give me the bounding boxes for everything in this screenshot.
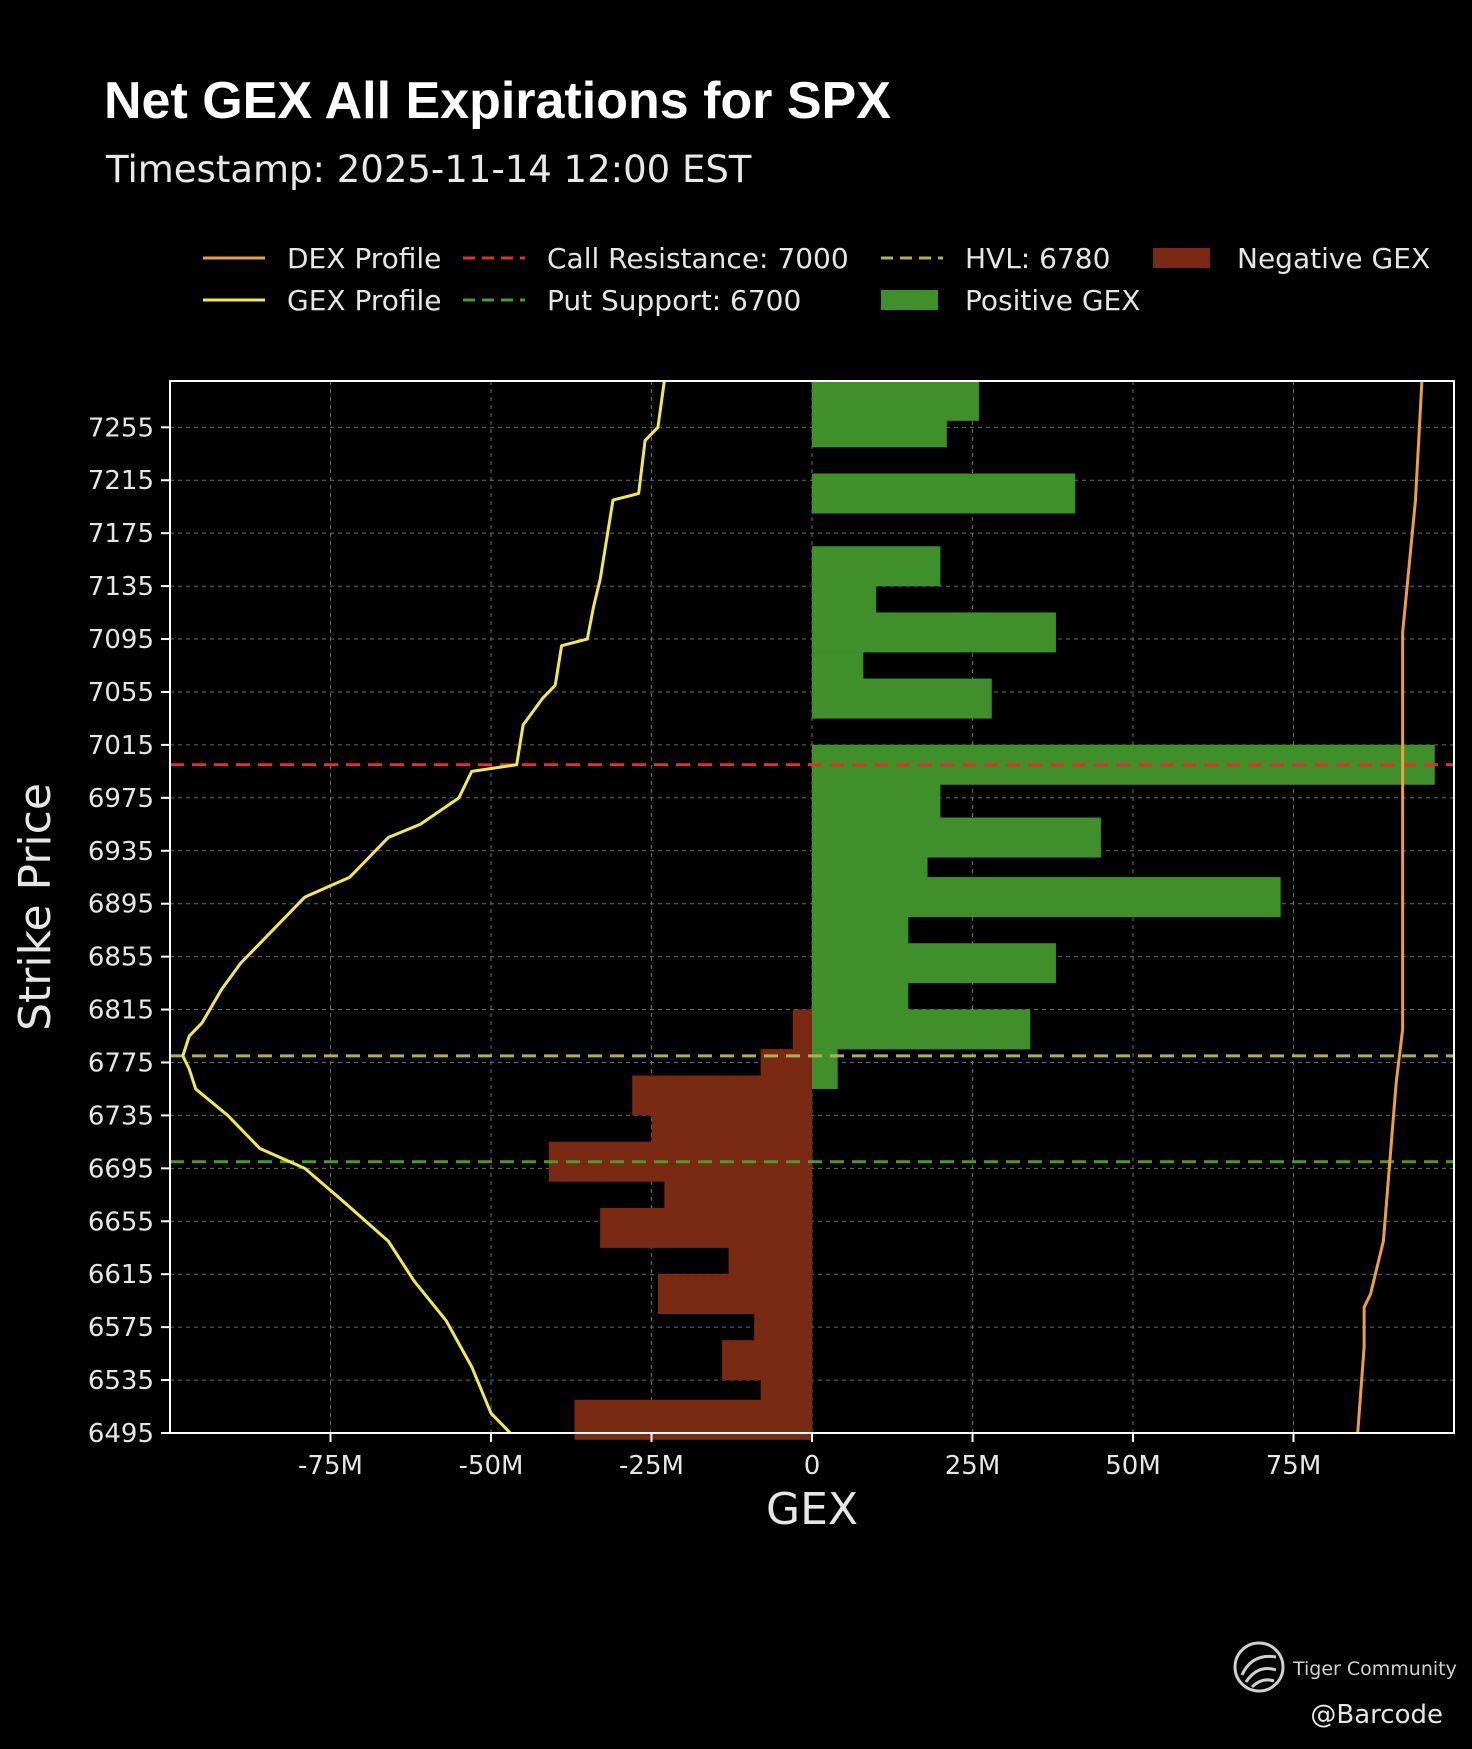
x-tick-label: 25M — [945, 1451, 1001, 1481]
profile-lines — [181, 380, 1424, 1435]
positive-gex-bar — [812, 407, 947, 448]
legend-label: Positive GEX — [965, 284, 1140, 317]
x-tick-label: -50M — [459, 1451, 524, 1481]
legend-label: GEX Profile — [287, 284, 442, 317]
negative-gex-bar — [632, 1075, 812, 1116]
positive-gex-bar — [812, 473, 1076, 514]
y-tick-label: 6615 — [88, 1260, 154, 1290]
legend-item: Positive GEX — [881, 284, 1140, 317]
gex-profile-line — [181, 380, 666, 1435]
legend: DEX Profile GEX Profile Call Resistance: 7… — [203, 242, 1430, 317]
x-axis-label: GEX — [766, 1484, 858, 1535]
y-tick-label: 7015 — [88, 731, 154, 761]
legend-item: Call Resistance: 7000 — [463, 242, 849, 275]
watermark-handle: @Barcode — [1310, 1700, 1443, 1730]
x-tick-label: 75M — [1266, 1451, 1322, 1481]
x-tick-label: -25M — [619, 1451, 684, 1481]
watermark-brand: Tiger Community — [1292, 1658, 1457, 1680]
legend-patch-swatch — [1153, 248, 1210, 268]
y-tick-label: 6975 — [88, 784, 154, 814]
positive-gex-bar — [812, 678, 992, 719]
y-tick-label: 7095 — [88, 625, 154, 655]
y-tick-label: 7215 — [88, 466, 154, 496]
legend-item: Negative GEX — [1153, 242, 1430, 275]
negative-gex-bar — [600, 1207, 812, 1248]
x-axis-ticks: -75M -50M -25M 0 25M 50M 75M — [298, 1433, 1321, 1481]
y-tick-label: 6575 — [88, 1313, 154, 1343]
y-tick-label: 7135 — [88, 572, 154, 602]
y-tick-label: 6535 — [88, 1366, 154, 1396]
y-tick-label: 6935 — [88, 837, 154, 867]
legend-item: Put Support: 6700 — [463, 284, 801, 317]
legend-label: Negative GEX — [1237, 242, 1430, 275]
y-axis-ticks: 7255 7215 7175 7135 7095 7055 7015 6975 6935 6895… — [88, 413, 170, 1449]
legend-item: GEX Profile — [203, 284, 442, 317]
x-tick-label: -75M — [298, 1451, 363, 1481]
plot-area — [169, 380, 1455, 1440]
y-tick-label: 7055 — [88, 678, 154, 708]
y-tick-label: 6495 — [88, 1419, 154, 1449]
y-tick-label: 6895 — [88, 890, 154, 920]
y-tick-label: 6775 — [88, 1048, 154, 1078]
dex-profile-line — [1356, 380, 1424, 1434]
negative-gex-bar — [792, 1009, 812, 1050]
tiger-logo-icon — [1233, 1641, 1285, 1693]
positive-gex-bar — [812, 572, 877, 613]
y-tick-label: 7255 — [88, 413, 154, 443]
y-tick-label: 6695 — [88, 1154, 154, 1184]
legend-item: HVL: 6780 — [881, 242, 1110, 275]
y-axis-label: Strike Price — [10, 783, 61, 1031]
y-tick-label: 6815 — [88, 996, 154, 1026]
legend-label: Put Support: 6700 — [547, 284, 801, 317]
legend-patch-swatch — [881, 290, 938, 310]
x-tick-label: 50M — [1105, 1451, 1161, 1481]
y-tick-label: 6655 — [88, 1207, 154, 1237]
y-tick-label: 7175 — [88, 519, 154, 549]
positive-gex-bar — [812, 612, 1056, 653]
y-tick-label: 6735 — [88, 1101, 154, 1131]
y-tick-label: 6855 — [88, 943, 154, 973]
chart-subtitle: Timestamp: 2025-11-14 12:00 EST — [105, 148, 752, 191]
reference-lines — [170, 763, 1454, 1164]
x-tick-label: 0 — [804, 1451, 821, 1481]
positive-gex-bar — [812, 817, 1101, 858]
positive-gex-bar — [812, 943, 1056, 984]
legend-label: DEX Profile — [287, 242, 441, 275]
legend-label: Call Resistance: 7000 — [547, 242, 849, 275]
watermark: Tiger Community @Barcode — [1233, 1641, 1457, 1730]
positive-gex-bar — [812, 877, 1281, 918]
legend-label: HVL: 6780 — [965, 242, 1110, 275]
positive-gex-bar — [812, 1009, 1031, 1050]
chart-title: Net GEX All Expirations for SPX — [104, 72, 891, 130]
legend-item: DEX Profile — [203, 242, 441, 275]
